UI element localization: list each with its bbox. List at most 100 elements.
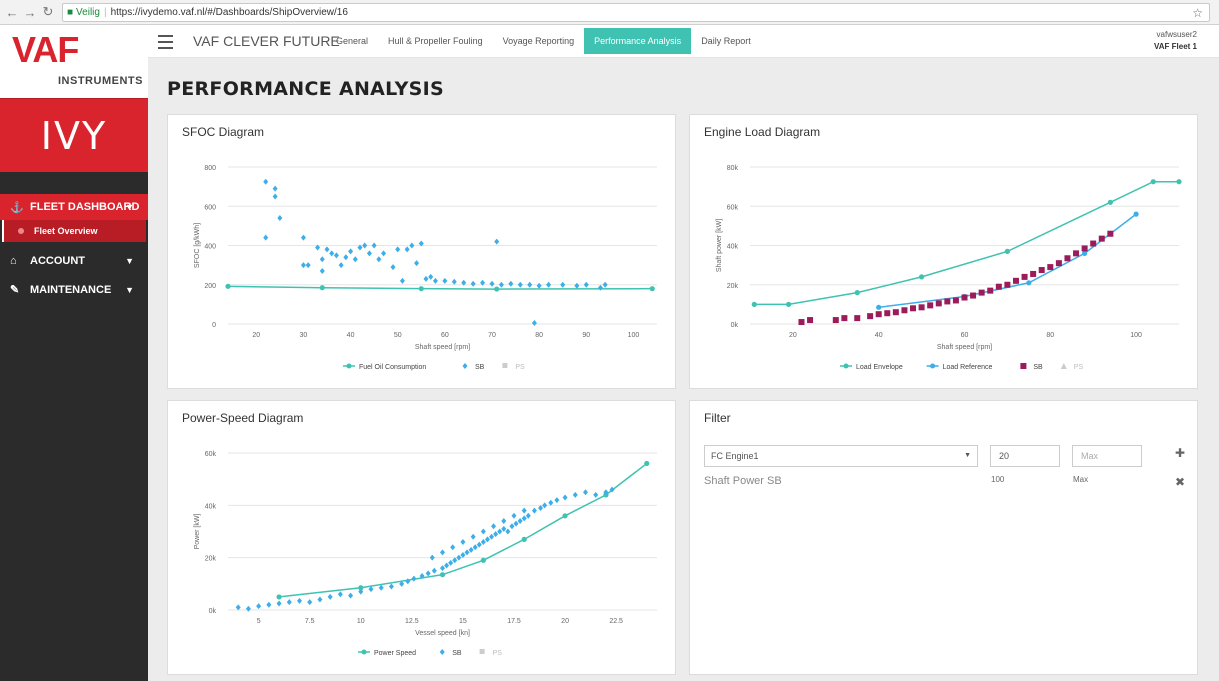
sidebar-item-account[interactable]: ⌂ ACCOUNT ▼ — [0, 246, 148, 275]
reload-icon[interactable]: ↻ — [42, 4, 54, 19]
legend-item[interactable]: Load Reference — [926, 363, 993, 372]
engine-select[interactable]: FC Engine1 ▼ — [704, 445, 978, 467]
chevron-down-icon: ▼ — [125, 255, 134, 266]
x-tick-label: 20 — [252, 332, 260, 339]
tab-general[interactable]: General — [336, 36, 369, 46]
line-point — [649, 286, 655, 292]
scatter-point — [431, 567, 437, 574]
scatter-point — [574, 282, 580, 289]
y-tick-label: 60k — [727, 204, 739, 211]
x-tick-label: 15 — [459, 618, 467, 625]
legend-label: Power Speed — [374, 650, 416, 657]
scatter-point — [521, 507, 527, 514]
legend-dot-icon — [346, 363, 352, 369]
scatter-point — [1081, 245, 1088, 252]
plus-icon[interactable]: ✚ — [1174, 446, 1185, 460]
scatter-point — [593, 491, 599, 498]
x-tick-label: 70 — [488, 332, 496, 339]
scatter-point — [1030, 270, 1037, 277]
scatter-point — [603, 489, 609, 496]
scatter-point — [300, 262, 306, 269]
scatter-point — [300, 234, 306, 241]
scatter-point — [918, 304, 925, 311]
scatter-point — [910, 305, 917, 312]
app-brand: VAF CLEVER FUTURE — [193, 33, 340, 49]
scatter-point — [405, 578, 411, 585]
scatter-point — [944, 298, 951, 305]
back-icon[interactable]: ← — [5, 4, 19, 20]
scatter-point — [470, 280, 476, 287]
scatter-point — [807, 317, 814, 324]
scatter-point — [338, 262, 344, 269]
scatter-point — [272, 193, 278, 200]
sidebar-subitem-fleet-overview[interactable]: Fleet Overview — [2, 220, 146, 242]
scatter-point — [390, 264, 396, 271]
line-point — [521, 536, 527, 542]
scatter-point — [429, 554, 435, 561]
scatter-point — [476, 541, 482, 548]
scatter-point — [358, 588, 364, 595]
x-tick-label: 7.5 — [305, 618, 315, 625]
x-tick-label: 90 — [582, 332, 590, 339]
legend-item[interactable]: SB — [1020, 363, 1043, 371]
tab-voyage-reporting[interactable]: Voyage Reporting — [502, 36, 575, 46]
logo-subtext: INSTRUMENTS — [58, 75, 143, 87]
scatter-point — [952, 297, 959, 304]
legend-square-icon — [1020, 363, 1027, 369]
scatter-point — [378, 584, 384, 591]
legend-square-icon — [502, 363, 508, 368]
tab-daily-report[interactable]: Daily Report — [701, 36, 751, 46]
scatter-point — [1055, 260, 1062, 267]
scatter-point — [531, 320, 537, 327]
scatter-point — [245, 605, 251, 612]
y-tick-label: 200 — [204, 283, 216, 290]
line-point — [854, 290, 860, 296]
scatter-point — [399, 580, 405, 587]
line-point — [418, 286, 424, 292]
scatter-point — [307, 599, 313, 606]
legend-item[interactable]: PS — [502, 363, 525, 371]
y-tick-label: 800 — [204, 165, 216, 172]
legend-item[interactable]: Power Speed — [358, 649, 416, 658]
y-tick-label: 600 — [204, 204, 216, 211]
x-tick-label: 80 — [1046, 332, 1054, 339]
dropdown-caret-icon: ▼ — [964, 452, 971, 459]
scatter-point — [327, 593, 333, 600]
hamburger-menu-icon[interactable] — [158, 35, 173, 49]
scatter-point — [472, 544, 478, 551]
filter-card: Filter FC Engine1 ▼ 20 Max ✚ Shaft Power… — [689, 400, 1198, 675]
line-point — [319, 285, 325, 291]
min-input[interactable]: 20 — [990, 445, 1060, 467]
legend-item[interactable]: Fuel Oil Consumption — [343, 363, 426, 372]
address-bar[interactable]: ■ Veilig | https://ivydemo.vaf.nl/#/Dash… — [62, 3, 1210, 22]
sidebar-item-maintenance[interactable]: ✎ MAINTENANCE ▼ — [0, 275, 148, 304]
line-point — [562, 513, 568, 519]
scatter-point — [368, 586, 374, 593]
scatter-point — [442, 277, 448, 284]
close-icon[interactable]: ✖ — [1174, 475, 1185, 489]
bookmark-star-icon[interactable]: ☆ — [1192, 6, 1203, 20]
sidebar-item-fleet-dashboard[interactable]: ⚓ FLEET DASHBOARD ▼ — [0, 194, 148, 220]
tab-hull-propeller-fouling[interactable]: Hull & Propeller Fouling — [388, 36, 483, 46]
scatter-point — [305, 262, 311, 269]
scatter-point — [554, 497, 560, 504]
legend-item[interactable]: PS — [479, 649, 503, 657]
y-tick-label: 0 — [212, 322, 216, 329]
forward-icon[interactable]: → — [23, 4, 37, 20]
line-point — [439, 572, 446, 578]
legend-item[interactable]: SB — [462, 363, 485, 371]
browser-toolbar: ← → ↻ ■ Veilig | https://ivydemo.vaf.nl/… — [0, 0, 1219, 25]
scatter-point — [1098, 235, 1105, 242]
legend-label: PS — [515, 364, 525, 371]
logo[interactable]: VAF INSTRUMENTS — [0, 25, 148, 98]
user-info[interactable]: vafwsuser2 VAF Fleet 1 — [1154, 29, 1197, 53]
home-icon: ⌂ — [10, 254, 17, 267]
legend-item[interactable]: PS — [1060, 363, 1084, 371]
engine-select-value: FC Engine1 — [711, 451, 759, 461]
legend-item[interactable]: SB — [439, 649, 462, 657]
max-input[interactable]: Max — [1072, 445, 1142, 467]
legend-item[interactable]: Load Envelope — [840, 363, 903, 372]
tab-performance-analysis[interactable]: Performance Analysis — [584, 28, 692, 54]
scatter-point — [542, 502, 548, 509]
sidebar-menu: ⚓ FLEET DASHBOARD ▼ Fleet Overview ⌂ ACC… — [0, 194, 148, 304]
